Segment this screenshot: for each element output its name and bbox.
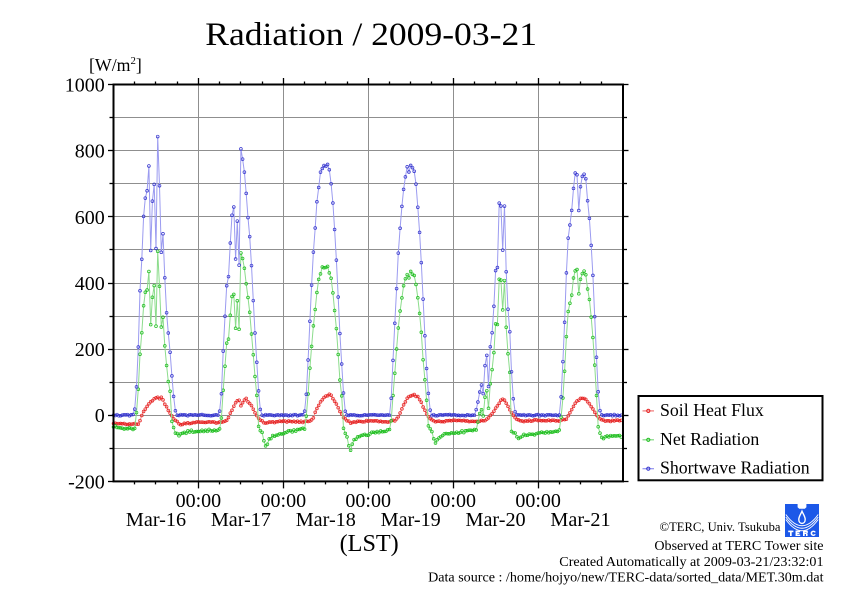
svg-text:Mar-17: Mar-17 xyxy=(211,509,271,531)
svg-text:1000: 1000 xyxy=(65,75,105,97)
svg-text:00:00: 00:00 xyxy=(345,490,391,512)
svg-text:Mar-18: Mar-18 xyxy=(296,509,356,531)
svg-text:Shortwave Radiation: Shortwave Radiation xyxy=(660,458,810,478)
svg-text:Soil Heat Flux: Soil Heat Flux xyxy=(660,400,764,420)
svg-text:-200: -200 xyxy=(68,471,105,493)
svg-text:Radiation / 2009-03-21: Radiation / 2009-03-21 xyxy=(205,17,537,53)
svg-text:00:00: 00:00 xyxy=(430,490,476,512)
svg-text:00:00: 00:00 xyxy=(261,490,307,512)
svg-text:400: 400 xyxy=(75,273,105,295)
svg-text:Created Automatically at 2009-: Created Automatically at 2009-03-21/23:3… xyxy=(559,554,823,570)
svg-text:00:00: 00:00 xyxy=(176,490,222,512)
svg-text:600: 600 xyxy=(75,207,105,229)
svg-text:(LST): (LST) xyxy=(340,530,399,557)
svg-text:Mar-19: Mar-19 xyxy=(381,509,441,531)
svg-text:200: 200 xyxy=(75,339,105,361)
svg-text:Observed at TERC Tower site: Observed at TERC Tower site xyxy=(654,538,823,554)
svg-text:Data source : /home/hojyo/new/: Data source : /home/hojyo/new/TERC-data/… xyxy=(428,570,824,586)
svg-text:Mar-21: Mar-21 xyxy=(550,509,610,531)
svg-text:©TERC, Univ. Tsukuba: ©TERC, Univ. Tsukuba xyxy=(660,520,781,534)
svg-text:Mar-16: Mar-16 xyxy=(126,509,186,531)
svg-text:[W/m2]: [W/m2] xyxy=(89,55,142,75)
svg-text:800: 800 xyxy=(75,141,105,163)
svg-text:Mar-20: Mar-20 xyxy=(466,509,526,531)
svg-text:0: 0 xyxy=(95,405,105,427)
svg-text:00:00: 00:00 xyxy=(515,490,561,512)
svg-text:Net Radiation: Net Radiation xyxy=(660,429,759,449)
